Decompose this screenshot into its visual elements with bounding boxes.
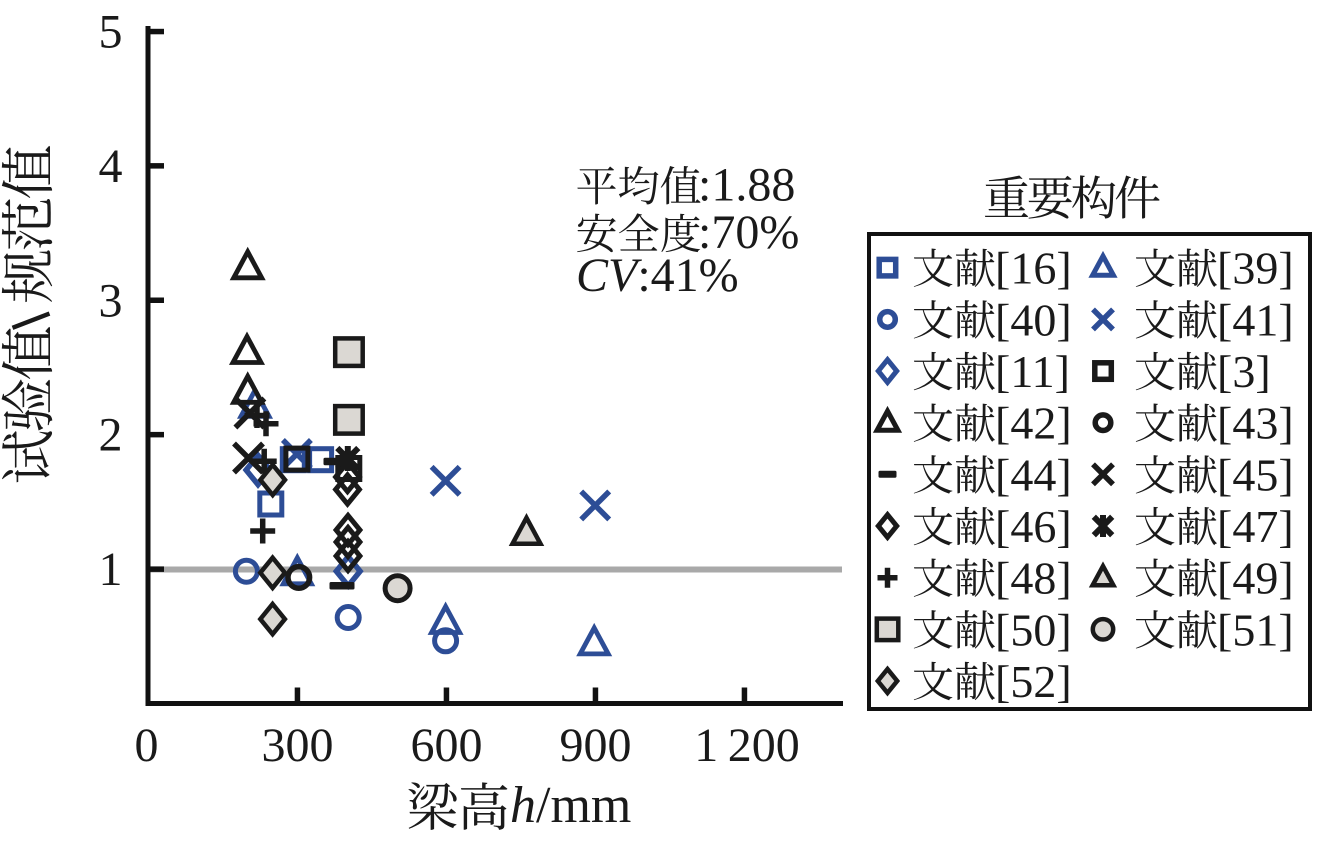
svg-text:[43]: [43] (1217, 398, 1294, 449)
svg-text:[47]: [47] (1217, 501, 1294, 552)
svg-text:[46]: [46] (995, 501, 1072, 552)
svg-text:[44]: [44] (995, 449, 1072, 500)
svg-text:[42]: [42] (995, 398, 1072, 449)
svg-text:[39]: [39] (1217, 243, 1294, 294)
svg-text:3: 3 (99, 274, 123, 327)
svg-text:1: 1 (99, 543, 123, 596)
svg-text:900: 900 (560, 719, 632, 772)
svg-text:[51]: [51] (1217, 604, 1294, 655)
svg-text:600: 600 (411, 719, 483, 772)
svg-text:[40]: [40] (995, 294, 1072, 345)
svg-text::1.88: :1.88 (698, 159, 795, 212)
svg-text:[11]: [11] (995, 346, 1070, 397)
svg-text:2: 2 (99, 409, 123, 462)
svg-text:[50]: [50] (995, 604, 1072, 655)
svg-text::70%: :70% (698, 206, 799, 259)
svg-text:[48]: [48] (995, 553, 1072, 604)
svg-text:h/mm: h/mm (510, 777, 631, 834)
svg-text:[49]: [49] (1217, 553, 1294, 604)
svg-text:5: 5 (99, 6, 123, 59)
svg-text:1 200: 1 200 (694, 719, 800, 772)
svg-text:[52]: [52] (995, 656, 1072, 707)
svg-text:4: 4 (99, 140, 123, 193)
svg-text:[45]: [45] (1217, 449, 1294, 500)
svg-text:0: 0 (135, 719, 159, 772)
svg-text:[16]: [16] (995, 243, 1072, 294)
svg-text:300: 300 (262, 719, 334, 772)
svg-text:[41]: [41] (1217, 294, 1294, 345)
svg-text:CV:41%: CV:41% (576, 249, 739, 302)
svg-text:[3]: [3] (1217, 346, 1271, 397)
